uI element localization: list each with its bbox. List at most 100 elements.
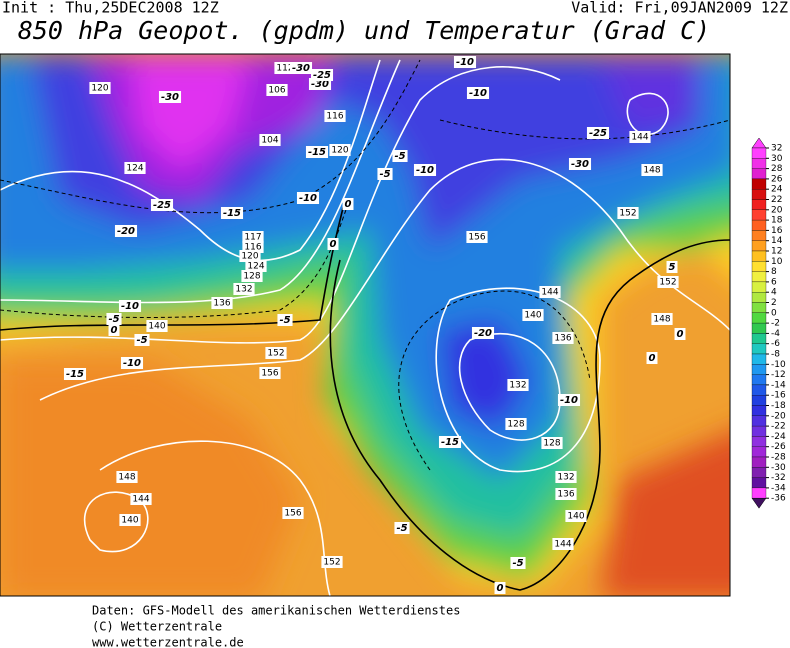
geopotential-label-box bbox=[265, 347, 287, 359]
colorbar-label: -28 bbox=[771, 453, 786, 463]
colorbar-band bbox=[751, 384, 767, 396]
geopotential-label-box bbox=[211, 297, 233, 309]
geopotential-label: 140 bbox=[567, 512, 584, 522]
footer-copyright: (C) Wetterzentrale bbox=[92, 620, 222, 634]
temperature-label: -10 bbox=[469, 88, 487, 99]
temperature-label-box bbox=[471, 327, 495, 339]
colorbar-label: 16 bbox=[771, 226, 783, 236]
colorbar-band bbox=[751, 271, 767, 283]
temperature-label: 0 bbox=[345, 199, 352, 210]
colorbar-label: 22 bbox=[771, 195, 782, 205]
map-frame bbox=[0, 53, 731, 597]
geopotential-label: 136 bbox=[557, 490, 574, 500]
temperature-label: 0 bbox=[497, 583, 504, 594]
temperature-contours bbox=[0, 59, 730, 471]
colorbar-band bbox=[751, 415, 767, 427]
colorbar-band bbox=[751, 405, 767, 416]
map-title: 850 hPa Geopot. (gpdm) und Temperatur (G… bbox=[18, 16, 710, 45]
geopotential-label: 152 bbox=[267, 349, 284, 359]
colorbar-band bbox=[751, 199, 767, 210]
colorbar-band bbox=[751, 456, 767, 468]
geopotential-label: 144 bbox=[541, 288, 558, 298]
colorbar-band bbox=[751, 292, 767, 303]
temperature-label-box bbox=[666, 261, 678, 273]
temperature-label-box bbox=[466, 87, 490, 99]
geopotential-label: 112 bbox=[276, 64, 293, 74]
colorbar-label: -20 bbox=[771, 411, 786, 421]
temperature-label: -5 bbox=[396, 523, 407, 534]
colorbar-band bbox=[751, 436, 767, 447]
geopotential-label-box bbox=[539, 286, 561, 298]
temperature-label-box bbox=[510, 557, 526, 569]
colorbar: 32302826242220181614121086420-2-4-6-8-10… bbox=[751, 137, 786, 509]
temperature-label: -5 bbox=[279, 315, 290, 326]
colorbar-label: 2 bbox=[771, 298, 777, 308]
temperature-label-box bbox=[118, 300, 142, 312]
colorbar-band bbox=[751, 250, 767, 262]
geopotential-label: 116 bbox=[326, 112, 343, 122]
geopotential-label-box bbox=[245, 260, 267, 272]
colorbar-label: -32 bbox=[771, 473, 786, 483]
valid-time: Valid: Fri,09JAN2009 12Z bbox=[571, 0, 788, 17]
geopotential-label-box bbox=[507, 379, 529, 391]
temperature-label: -30 bbox=[311, 79, 329, 90]
colorbar-band bbox=[751, 374, 767, 386]
temperature-label: -10 bbox=[123, 358, 141, 369]
temperature-label-box bbox=[310, 69, 334, 81]
geopotential-label-box bbox=[522, 309, 544, 321]
temperature-label-box bbox=[413, 164, 437, 176]
colorbar-label: -14 bbox=[771, 380, 786, 390]
contour-labels: 1201121061041161201241171161201241281321… bbox=[63, 56, 686, 594]
geopotential-label-box bbox=[241, 270, 263, 282]
temperature-label: 0 bbox=[111, 325, 118, 336]
geopotential-label-box bbox=[617, 207, 639, 219]
colorbar-label: 10 bbox=[771, 257, 783, 267]
geopotential-label-box bbox=[641, 164, 663, 176]
geopotential-label: 128 bbox=[543, 439, 560, 449]
geopotential-label: 132 bbox=[509, 381, 526, 391]
colorbar-label: 26 bbox=[771, 174, 783, 184]
geopotential-label-box bbox=[321, 556, 343, 568]
geopotential-label: 120 bbox=[241, 252, 258, 262]
colorbar-band bbox=[751, 395, 767, 406]
geopotential-label-box bbox=[239, 250, 261, 262]
geopotential-label: 132 bbox=[235, 285, 252, 295]
temperature-label: -5 bbox=[108, 314, 119, 325]
geopotential-label-box bbox=[657, 276, 679, 288]
geopotential-label: 140 bbox=[148, 322, 165, 332]
temperature-label: -10 bbox=[560, 395, 578, 406]
temperature-label: -15 bbox=[441, 437, 459, 448]
temperature-label-box bbox=[394, 522, 410, 534]
geopotential-label: 148 bbox=[653, 315, 670, 325]
temperature-label: -5 bbox=[379, 169, 390, 180]
temperature-label: -5 bbox=[394, 151, 405, 162]
geopotential-label: 136 bbox=[213, 299, 230, 309]
footer-url: www.wetterzentrale.de bbox=[92, 636, 244, 648]
temperature-label: -5 bbox=[136, 335, 147, 346]
temperature-label-box bbox=[63, 368, 87, 380]
colorbar-label: -10 bbox=[771, 360, 786, 370]
colorbar-label: 8 bbox=[771, 267, 777, 277]
temperature-label: -20 bbox=[474, 328, 492, 339]
geopotential-label: 152 bbox=[659, 278, 676, 288]
geopotential-label-box bbox=[233, 283, 255, 295]
colorbar-band bbox=[751, 219, 767, 231]
temperature-label-box bbox=[568, 158, 592, 170]
geopotential-label: 148 bbox=[643, 166, 660, 176]
geopotential-label-box bbox=[629, 131, 651, 143]
geopotential-label: 124 bbox=[247, 262, 264, 272]
geopotential-label: 124 bbox=[126, 164, 143, 174]
colorbar-label: -2 bbox=[771, 319, 780, 329]
colorbar-arrow-top bbox=[751, 137, 767, 149]
colorbar-band bbox=[751, 364, 767, 375]
geopotential-label-box bbox=[552, 332, 574, 344]
temperature-label-box bbox=[277, 314, 293, 326]
colorbar-label: 30 bbox=[771, 154, 783, 164]
geopotential-label-box bbox=[130, 493, 152, 505]
geopotential-label-box bbox=[259, 367, 281, 379]
temperature-label-box bbox=[158, 91, 182, 103]
colorbar-band bbox=[751, 467, 767, 478]
colorbar-label: 6 bbox=[771, 277, 777, 287]
footer-source: Daten: GFS-Modell des amerikanischen Wet… bbox=[92, 604, 460, 618]
